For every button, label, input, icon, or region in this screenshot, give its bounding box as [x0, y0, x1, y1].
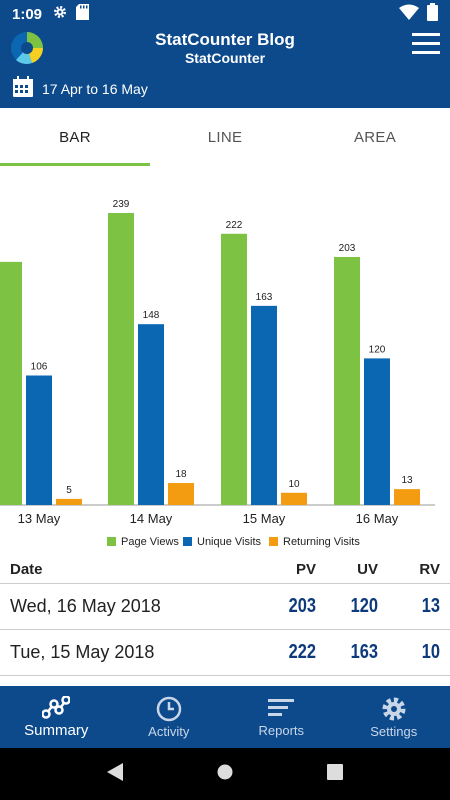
data-label: 120	[369, 344, 386, 355]
data-label: 106	[31, 361, 48, 372]
bar-chart: 106 5 13 May 239 148 18 14 May 222 163 10 15 May 20…	[0, 166, 450, 556]
legend-swatch	[269, 537, 278, 546]
gear-icon	[52, 4, 68, 24]
sd-card-icon	[76, 4, 90, 24]
bar-page-views-2[interactable]	[221, 233, 247, 505]
data-label: 203	[339, 243, 356, 254]
clock-icon	[156, 696, 181, 721]
bar-unique-visits-0[interactable]	[26, 375, 52, 505]
data-label: 5	[66, 485, 72, 496]
bar-chart-svg: 106 5 13 May 239 148 18 14 May 222 163 10 15 May 20…	[0, 199, 435, 548]
bar-page-views-0[interactable]	[0, 261, 22, 505]
x-tick-label: 14 May	[130, 511, 173, 526]
statcounter-logo	[10, 31, 44, 65]
nav-reports[interactable]: Reports	[225, 686, 338, 748]
data-label: 13	[401, 475, 413, 486]
legend-swatch	[183, 537, 192, 546]
row-pv: 203	[288, 595, 316, 617]
bar-unique-visits-1[interactable]	[138, 324, 164, 505]
battery-icon	[427, 3, 438, 25]
bar-returning-visits-0[interactable]	[56, 498, 82, 505]
nav-summary-label: Summary	[24, 721, 89, 739]
bar-returning-visits-1[interactable]	[168, 483, 194, 505]
date-range-selector[interactable]: 17 Apr to 16 May	[12, 76, 148, 101]
row-rv: 10	[421, 641, 440, 663]
recents-icon[interactable]	[327, 763, 343, 785]
legend-entry[interactable]: Page Views	[121, 536, 179, 548]
bar-returning-visits-3[interactable]	[394, 489, 420, 505]
row-date: Tue, 15 May 2018	[10, 642, 155, 662]
header-uv: UV	[357, 561, 378, 578]
home-icon[interactable]	[217, 764, 233, 785]
row-date: Wed, 16 May 2018	[10, 596, 161, 616]
data-label: 222	[226, 220, 243, 231]
wifi-icon	[399, 4, 419, 24]
nav-activity[interactable]: Activity	[113, 686, 226, 748]
bar-returning-visits-2[interactable]	[281, 492, 307, 505]
share-nodes-icon	[42, 695, 71, 719]
header-date: Date	[10, 561, 43, 578]
row-uv: 163	[350, 641, 378, 663]
row-pv: 222	[288, 641, 316, 663]
row-uv: 120	[350, 595, 378, 617]
chart-type-tabs: BAR LINE AREA	[0, 108, 450, 166]
nav-activity-label: Activity	[148, 723, 190, 739]
table-header: Date PV UV RV	[0, 556, 450, 584]
menu-icon[interactable]	[412, 32, 440, 56]
data-label: 10	[288, 479, 300, 490]
x-tick-label: 16 May	[356, 511, 399, 526]
nav-reports-label: Reports	[258, 722, 305, 738]
x-tick-label: 13 May	[18, 511, 61, 526]
bar-unique-visits-2[interactable]	[251, 305, 277, 505]
reports-lines-icon	[268, 698, 295, 716]
status-bar: 1:09	[0, 0, 450, 28]
data-label: 18	[175, 469, 187, 480]
legend-swatch	[107, 537, 116, 546]
app-bar: StatCounter Blog StatCounter 17 Apr to 1…	[0, 28, 450, 108]
row-rv: 13	[421, 595, 440, 617]
table-row[interactable]: Tue, 15 May 2018 222 163 10	[0, 630, 450, 676]
legend-entry[interactable]: Unique Visits	[197, 536, 261, 548]
nav-settings[interactable]: Settings	[338, 686, 450, 748]
bar-unique-visits-3[interactable]	[364, 358, 390, 505]
bar-page-views-1[interactable]	[108, 213, 134, 505]
table-row[interactable]: Wed, 16 May 2018 203 120 13	[0, 584, 450, 630]
app-title: StatCounter Blog	[155, 30, 295, 49]
data-label: 163	[256, 292, 273, 303]
data-label: 148	[143, 310, 160, 321]
system-nav-bar	[0, 748, 450, 800]
bar-page-views-3[interactable]	[334, 256, 360, 505]
data-label: 239	[113, 199, 130, 210]
legend-entry[interactable]: Returning Visits	[283, 536, 360, 548]
bottom-nav: Summary Activity Reports Settings	[0, 686, 450, 748]
nav-summary[interactable]: Summary	[0, 686, 113, 748]
gear-icon	[382, 697, 406, 720]
tab-bar[interactable]: BAR	[0, 108, 150, 166]
x-tick-label: 15 May	[243, 511, 286, 526]
nav-settings-label: Settings	[370, 723, 418, 739]
back-icon[interactable]	[107, 762, 123, 786]
calendar-icon	[12, 76, 34, 101]
tab-line[interactable]: LINE	[207, 128, 243, 146]
header-rv: RV	[419, 561, 440, 578]
tab-area[interactable]: AREA	[353, 128, 397, 146]
app-subtitle: StatCounter	[184, 50, 266, 66]
header-pv: PV	[295, 561, 316, 578]
status-time: 1:09	[12, 5, 43, 23]
date-range-text: 17 Apr to 16 May	[42, 80, 148, 97]
